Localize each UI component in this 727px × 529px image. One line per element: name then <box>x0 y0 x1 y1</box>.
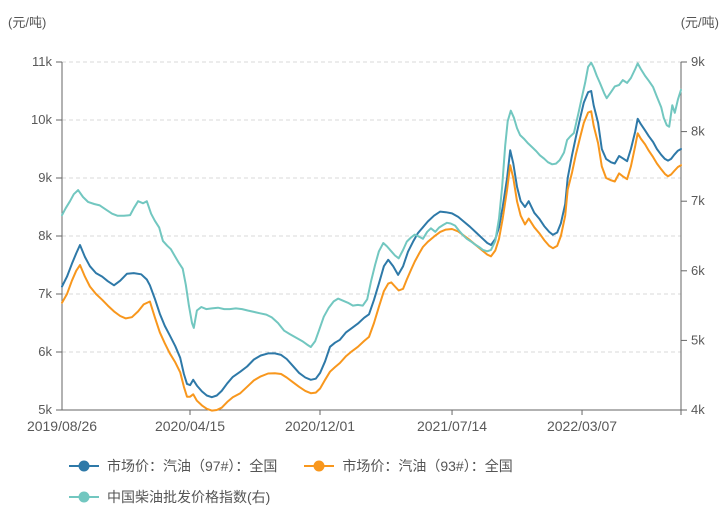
x-axis-tick-label: 2020/12/01 <box>285 418 355 434</box>
left-axis-tick-label: 10k <box>31 112 52 127</box>
right-axis-tick-label: 5k <box>691 332 705 347</box>
legend-line-dot-icon <box>69 460 99 472</box>
left-axis-unit-label: (元/吨) <box>8 15 47 30</box>
x-axis-tick-label: 2021/07/14 <box>417 418 487 434</box>
left-axis-tick-label: 8k <box>38 228 52 243</box>
left-axis-tick-label: 7k <box>38 286 52 301</box>
x-axis-tick-label: 2022/03/07 <box>547 418 617 434</box>
right-axis-tick-label: 8k <box>691 124 705 139</box>
series-line-0 <box>61 90 682 399</box>
legend-item-1[interactable]: 市场价：汽油（93#）：全国 <box>303 456 513 476</box>
right-axis-tick-label: 6k <box>691 263 705 278</box>
legend-item-2[interactable]: 中国柴油批发价格指数(右) <box>68 487 270 507</box>
legend-line-dot-icon <box>304 460 335 472</box>
legend-line-dot-icon <box>69 491 99 503</box>
legend: 市场价：汽油（97#）：全国 市场价：汽油（93#）：全国中国柴油批发价格指数(右… <box>68 456 692 507</box>
right-axis-unit-label: (元/吨) <box>680 15 719 30</box>
right-axis-tick-label: 9k <box>691 54 705 69</box>
right-axis-tick-label: 7k <box>691 193 705 208</box>
legend-item-0[interactable]: 市场价：汽油（97#）：全国 <box>68 456 277 476</box>
x-axis-tick-label: 2019/08/26 <box>27 418 97 434</box>
legend-label: 市场价：汽油（97#）：全国 <box>107 458 278 474</box>
plot-area: 11k 10k 9k 8k 7k 6k 5k 9k 8k 7k 6k 5k 4k 2019/08/26 20… <box>27 54 705 434</box>
series-line-1 <box>61 110 682 412</box>
left-axis-tick-label: 6k <box>38 344 52 359</box>
series-line-2 <box>61 61 682 348</box>
legend-label: 市场价：汽油（93#）：全国 <box>342 458 513 474</box>
left-axis-tick-label: 9k <box>38 170 52 185</box>
left-axis-tick-label: 11k <box>32 54 52 69</box>
x-axis-tick-label: 2020/04/15 <box>155 418 225 434</box>
right-axis-tick-label: 4k <box>691 402 705 417</box>
left-axis-tick-label: 5k <box>38 402 52 417</box>
legend-label: 中国柴油批发价格指数(右) <box>107 489 271 505</box>
